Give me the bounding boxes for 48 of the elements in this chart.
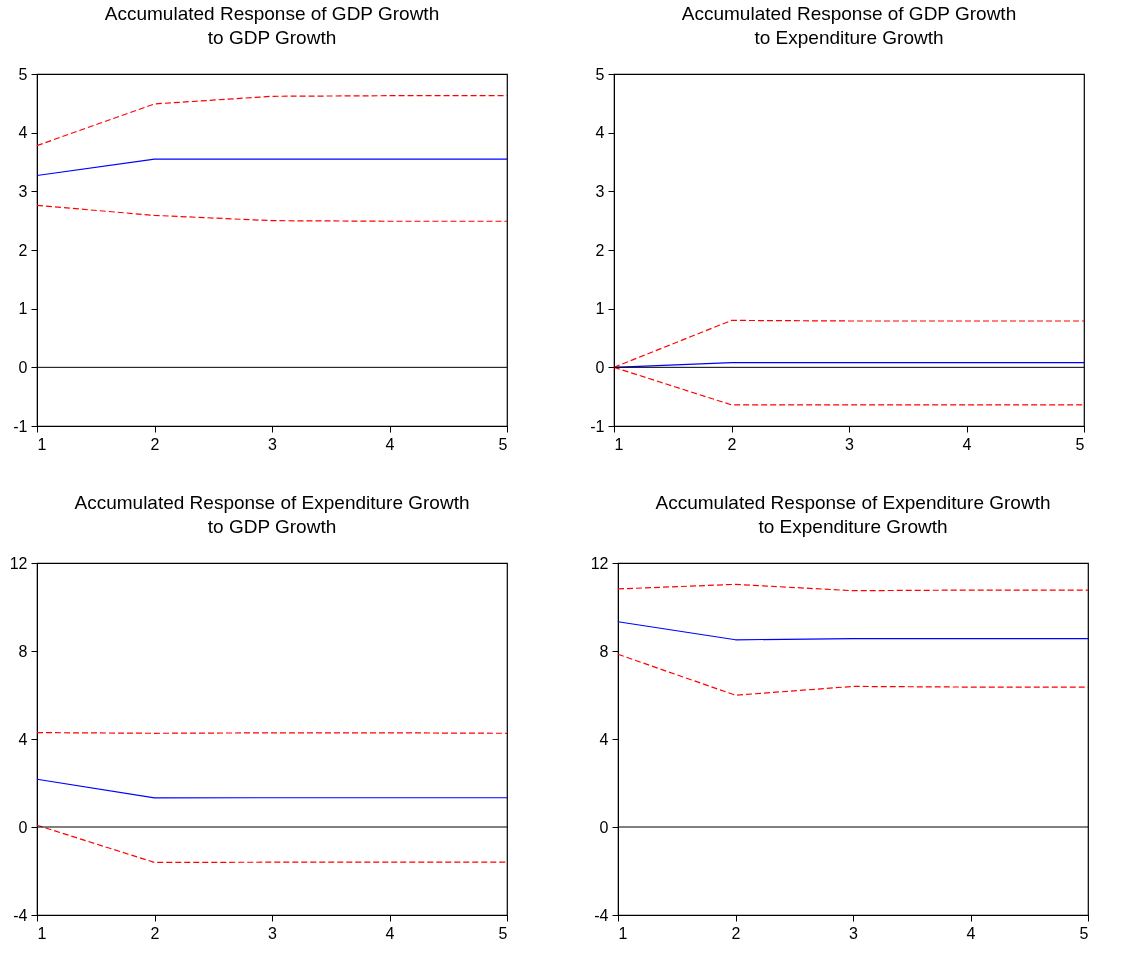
chart-title: Accumulated Response of GDP Growth to Expenditure Growth: [681, 3, 1017, 48]
y-tick-label: -4: [13, 906, 28, 924]
x-tick-label: 3: [845, 435, 855, 453]
y-tick-label: 12: [9, 554, 28, 572]
chart-title: Accumulated Response of Expenditure Growth to GDP Growth: [74, 492, 470, 537]
y-tick-label: -1: [590, 417, 605, 435]
y-tick-label: 4: [595, 124, 605, 142]
y-tick-label: -4: [594, 906, 609, 924]
y-tick-label: 1: [18, 300, 28, 318]
x-tick-label: 5: [498, 435, 508, 453]
y-tick-label: 1: [595, 300, 605, 318]
x-tick-label: 4: [966, 924, 976, 942]
x-tick-label: 5: [1075, 435, 1085, 453]
chart-title: Accumulated Response of Expenditure Growth to Expenditure Growth: [655, 492, 1051, 537]
x-tick-label: 4: [385, 435, 395, 453]
y-tick-label: 8: [599, 642, 609, 660]
x-tick-label: 3: [849, 924, 859, 942]
x-tick-label: 1: [37, 924, 47, 942]
y-tick-label: 8: [18, 642, 28, 660]
y-tick-label: 3: [595, 182, 605, 200]
x-tick-label: 2: [731, 924, 741, 942]
x-tick-label: 3: [268, 435, 278, 453]
x-tick-label: 2: [150, 924, 160, 942]
y-tick-label: 3: [18, 182, 28, 200]
y-tick-label: 0: [599, 818, 609, 836]
y-tick-label: 4: [599, 730, 609, 748]
chart-title: Accumulated Response of GDP Growth to GDP Growth: [104, 3, 440, 48]
y-tick-label: 4: [18, 730, 28, 748]
y-tick-label: 2: [18, 241, 28, 259]
y-tick-label: 4: [18, 124, 28, 142]
x-tick-label: 1: [618, 924, 628, 942]
x-tick-label: 4: [385, 924, 395, 942]
y-tick-label: 2: [595, 241, 605, 259]
x-tick-label: 1: [37, 435, 47, 453]
x-tick-label: 3: [268, 924, 278, 942]
x-tick-label: 5: [1079, 924, 1089, 942]
y-tick-label: 5: [595, 65, 605, 83]
y-tick-label: 0: [18, 818, 28, 836]
y-tick-label: 0: [18, 358, 28, 376]
y-tick-label: 0: [595, 358, 605, 376]
x-tick-label: 2: [150, 435, 160, 453]
x-tick-label: 2: [727, 435, 737, 453]
y-tick-label: 12: [590, 554, 609, 572]
x-tick-label: 5: [498, 924, 508, 942]
y-tick-label: 5: [18, 65, 28, 83]
y-tick-label: -1: [13, 417, 28, 435]
x-tick-label: 4: [962, 435, 972, 453]
x-tick-label: 1: [614, 435, 624, 453]
